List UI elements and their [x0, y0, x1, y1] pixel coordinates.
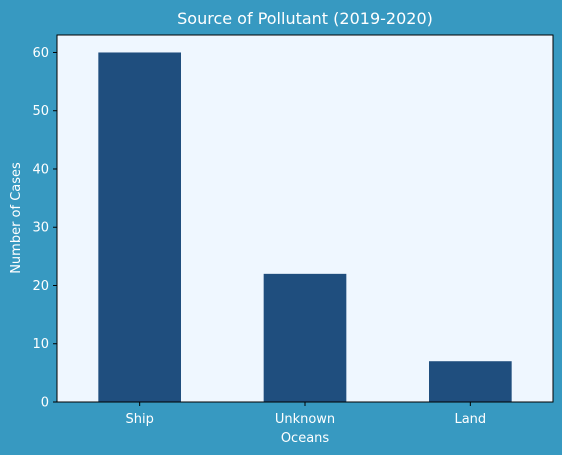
y-tick-label: 30 — [32, 221, 49, 236]
x-tick-label-ship: Ship — [125, 412, 153, 427]
y-tick-label: 50 — [32, 104, 49, 119]
y-tick-label: 40 — [32, 162, 49, 177]
bar-unknown — [263, 273, 347, 402]
y-axis-title: Number of Cases — [9, 162, 24, 274]
x-axis: Ship Unknown Land — [125, 402, 486, 427]
chart-title: Source of Pollutant (2019-2020) — [177, 9, 433, 28]
y-tick-label: 10 — [32, 337, 49, 352]
y-tick-label: 0 — [41, 396, 49, 411]
x-tick-label-land: Land — [454, 412, 486, 427]
y-axis: 0 10 20 30 40 50 60 — [32, 46, 57, 411]
y-tick-label: 60 — [32, 46, 49, 61]
bar-land — [429, 361, 512, 402]
bar-ship — [98, 52, 181, 402]
y-tick-label: 20 — [32, 279, 49, 294]
plot-frame — [56, 34, 554, 403]
bars-group — [98, 52, 512, 402]
x-axis-title: Oceans — [281, 431, 330, 446]
x-tick-label-unknown: Unknown — [275, 412, 335, 427]
